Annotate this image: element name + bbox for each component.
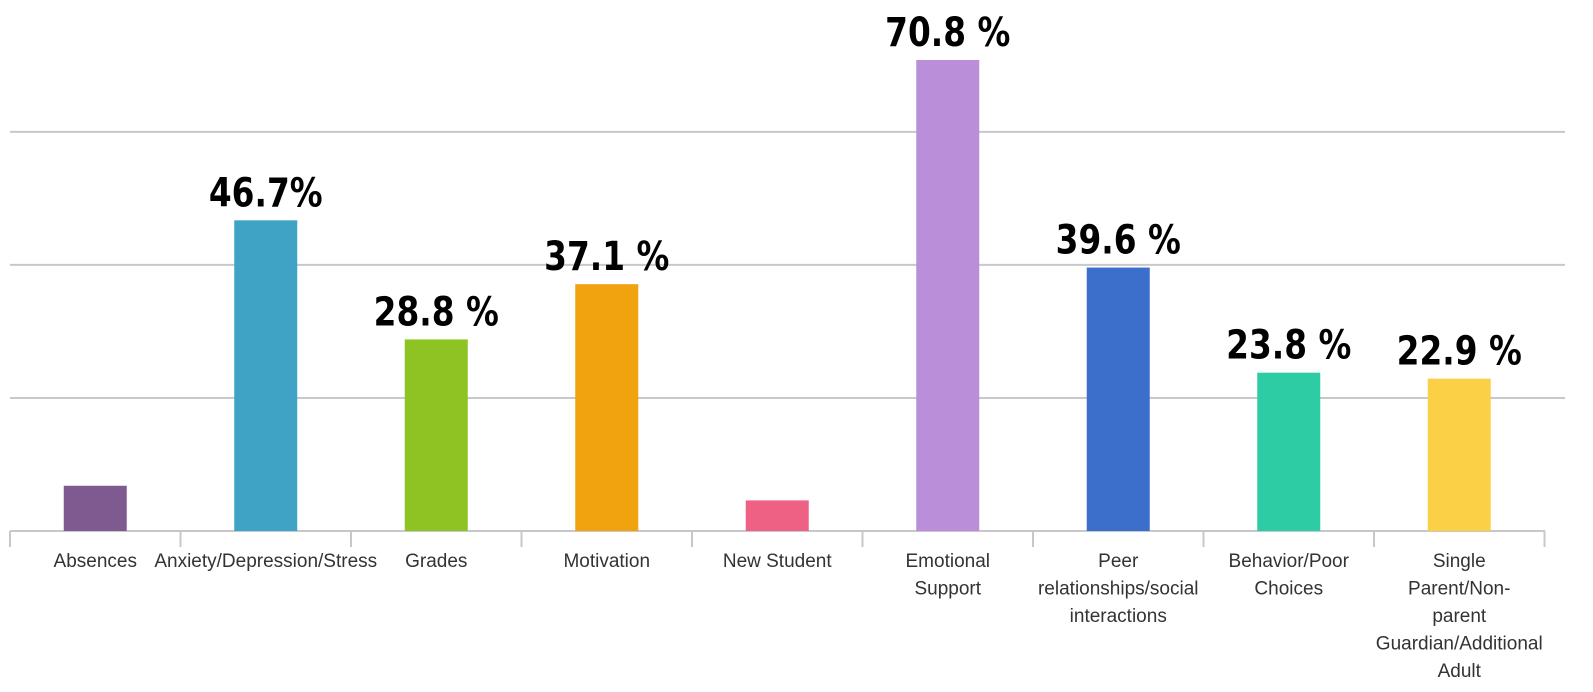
tick-label: Support	[914, 579, 981, 600]
bar	[63, 485, 127, 531]
tick-label: Absences	[54, 551, 137, 572]
tick-label: Choices	[1254, 579, 1323, 600]
bar	[916, 60, 980, 531]
tick-label: Motivation	[563, 551, 650, 572]
tick-label: Behavior/Poor	[1229, 551, 1350, 572]
tick-label: Anxiety/Depression/Stress	[154, 551, 377, 572]
tick-label: Emotional	[906, 551, 991, 572]
tick-label: Guardian/Additional	[1376, 634, 1543, 655]
bars	[63, 60, 1491, 531]
tick-label: interactions	[1070, 606, 1167, 627]
bar	[1257, 372, 1321, 531]
data-label: 46.7%	[209, 169, 323, 216]
tick-label: Parent/Non-	[1408, 579, 1510, 600]
category-labels: Absences Anxiety/Depression/Stress Grades M…	[54, 551, 1543, 682]
data-label: 37.1 %	[544, 233, 669, 280]
bar	[234, 220, 298, 531]
data-label: 39.6 %	[1056, 216, 1181, 263]
bar	[404, 339, 468, 531]
tick-label: relationships/social	[1038, 579, 1199, 600]
data-labels: 46.7% 28.8 % 37.1 % 70.8 % 39.6 % 23.8 % 22.9 …	[209, 9, 1522, 375]
x-axis	[9, 530, 1546, 547]
bar	[1086, 267, 1150, 531]
tick-label: Adult	[1438, 661, 1482, 682]
tick-label: Single	[1433, 551, 1486, 572]
tick-label: New Student	[723, 551, 833, 572]
tick-label: Peer	[1098, 551, 1139, 572]
bar	[1427, 378, 1491, 531]
tick-label: Grades	[405, 551, 467, 572]
tick-label: parent	[1432, 606, 1487, 627]
data-label: 22.9 %	[1397, 327, 1522, 374]
data-label: 28.8 %	[374, 288, 499, 335]
data-label: 23.8 %	[1226, 321, 1351, 368]
bar	[575, 284, 639, 531]
bar	[745, 500, 809, 531]
data-label: 70.8 %	[885, 9, 1010, 56]
